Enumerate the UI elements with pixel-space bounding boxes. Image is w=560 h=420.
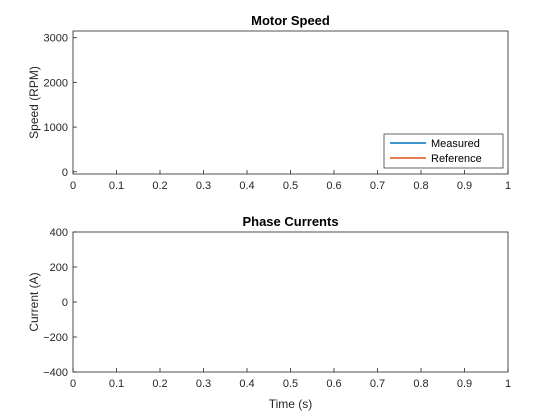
y-tick-label: 2000 [44,77,68,89]
x-tick-label: 0.5 [283,378,298,390]
speed-x-ticks: 0 0.1 0.2 0.3 0.4 0.5 0.6 0.7 0.8 0.9 1 [70,170,511,192]
x-tick-label: 0.3 [196,180,211,192]
speed-y-ticks: 0 1000 2000 3000 [44,33,77,179]
current-title: Phase Currents [242,214,338,229]
legend-measured-label: Measured [431,138,480,150]
x-tick-label: 0.7 [370,180,385,192]
x-tick-label: 0.1 [109,180,124,192]
x-tick-label: 0.6 [326,180,341,192]
speed-y-label: Speed (RPM) [27,66,41,139]
speed-title: Motor Speed [251,13,330,28]
x-tick-label: 0 [70,180,76,192]
x-tick-label: 0.2 [152,378,167,390]
current-x-ticks: 0 0.1 0.2 0.3 0.4 0.5 0.6 0.7 0.8 0.9 1 [70,368,511,390]
y-tick-label: −200 [43,332,68,344]
current-x-label: Time (s) [269,397,313,411]
x-tick-label: 0.6 [326,378,341,390]
x-tick-label: 0.5 [283,180,298,192]
speed-legend: Measured Reference [383,133,504,169]
current-y-label: Current (A) [27,272,41,331]
legend-reference-label: Reference [431,153,482,165]
y-tick-label: 0 [62,297,68,309]
x-tick-label: 0.8 [413,180,428,192]
x-tick-label: 0.9 [457,180,472,192]
x-tick-label: 1 [505,180,511,192]
speed-axes: 0 0.1 0.2 0.3 0.4 0.5 0.6 0.7 0.8 0.9 1 0 1000 2000 3… [27,13,511,192]
current-y-ticks: −400 −200 0 200 400 [43,227,77,379]
y-tick-label: 400 [50,227,68,239]
x-tick-label: 0.8 [413,378,428,390]
x-tick-label: 0.2 [152,180,167,192]
x-tick-label: 1 [505,378,511,390]
current-axes: 0 0.1 0.2 0.3 0.4 0.5 0.6 0.7 0.8 0.9 1 −400 −200 0 2… [27,214,511,411]
y-tick-label: 200 [50,262,68,274]
x-tick-label: 0.4 [239,180,254,192]
x-tick-label: 0 [70,378,76,390]
x-tick-label: 0.7 [370,378,385,390]
y-tick-label: 3000 [44,33,68,45]
y-tick-label: −400 [43,367,68,379]
x-tick-label: 0.1 [109,378,124,390]
y-tick-label: 1000 [44,122,68,134]
x-tick-label: 0.4 [239,378,254,390]
x-tick-label: 0.3 [196,378,211,390]
x-tick-label: 0.9 [457,378,472,390]
y-tick-label: 0 [62,167,68,179]
